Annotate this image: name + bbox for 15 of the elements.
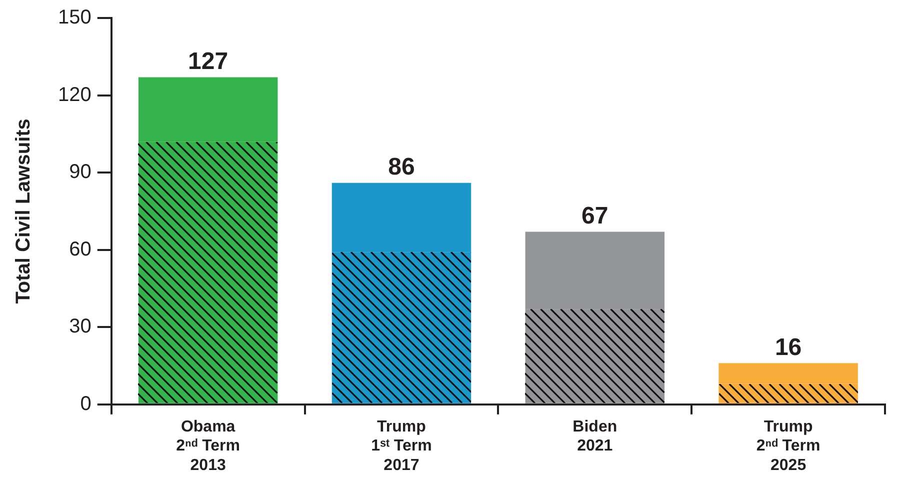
y-tick-label: 60 xyxy=(69,238,92,260)
y-tick-label: 0 xyxy=(80,392,92,415)
total-label: 16 xyxy=(774,334,802,361)
y-tick-label: 90 xyxy=(69,161,92,184)
y-tick-label: 150 xyxy=(58,6,92,29)
total-label: 67 xyxy=(582,202,608,230)
y-tick-label: 30 xyxy=(69,316,92,338)
x-tick-label: Trump 1ˢᵗ Term 2017 xyxy=(371,418,432,474)
x-tick-label: Biden 2021 xyxy=(572,418,618,455)
x-tick-label: Trump 2ⁿᵈ Term 2025 xyxy=(756,418,820,474)
y-tick-label: 120 xyxy=(58,84,92,106)
x-tick-label: Obama 2ⁿᵈ Term 2013 xyxy=(176,418,240,474)
total-label: 127 xyxy=(188,48,228,75)
total-label: 86 xyxy=(388,153,415,180)
y-axis-title: Total Civil Lawsuits xyxy=(12,118,35,304)
